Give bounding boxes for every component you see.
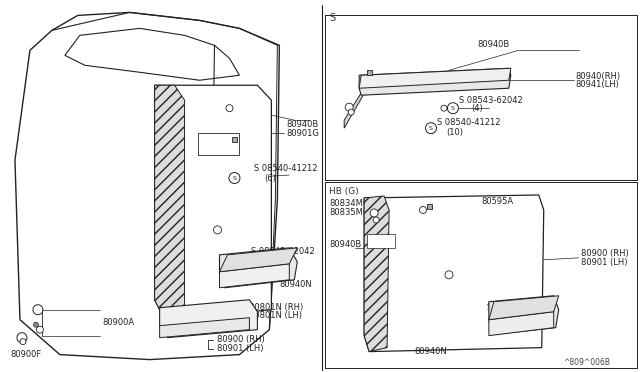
Text: 80940B: 80940B: [286, 120, 319, 129]
Circle shape: [33, 305, 43, 315]
Polygon shape: [359, 68, 511, 95]
Bar: [232, 137, 237, 142]
Text: S: S: [329, 13, 335, 23]
Text: 80940N: 80940N: [414, 347, 447, 356]
Circle shape: [426, 123, 436, 134]
Text: S: S: [429, 126, 433, 131]
Text: S: S: [451, 106, 455, 111]
Text: 80901G: 80901G: [286, 129, 319, 138]
Polygon shape: [344, 75, 419, 128]
Circle shape: [348, 109, 354, 115]
Circle shape: [229, 173, 240, 183]
Polygon shape: [155, 85, 271, 320]
Bar: [40, 180, 75, 200]
Text: S 08543-62042: S 08543-62042: [459, 96, 523, 105]
Text: S 08540-41212: S 08540-41212: [255, 164, 318, 173]
Text: 80900 (RH): 80900 (RH): [218, 335, 265, 344]
Text: 80801N (LH): 80801N (LH): [250, 311, 303, 320]
Text: 80940B: 80940B: [329, 240, 362, 249]
Text: (4): (4): [471, 104, 483, 113]
Polygon shape: [220, 248, 298, 272]
Text: (4): (4): [266, 257, 278, 266]
Text: 80834M(RH): 80834M(RH): [329, 199, 382, 208]
Text: 80941(LH): 80941(LH): [575, 80, 620, 89]
Polygon shape: [220, 264, 289, 288]
Circle shape: [36, 326, 44, 333]
Text: S: S: [232, 176, 236, 180]
Text: (4): (4): [496, 313, 508, 322]
Text: 80595A: 80595A: [481, 198, 513, 206]
Circle shape: [445, 271, 453, 279]
Bar: [367, 70, 372, 75]
Text: ^809^006B: ^809^006B: [564, 358, 611, 367]
Polygon shape: [364, 195, 544, 352]
Polygon shape: [155, 85, 184, 320]
Circle shape: [17, 333, 27, 343]
Text: 80900F: 80900F: [10, 350, 41, 359]
Text: S 08540-41212: S 08540-41212: [437, 118, 500, 126]
Polygon shape: [65, 28, 239, 80]
Polygon shape: [159, 300, 257, 338]
Circle shape: [20, 339, 26, 344]
Text: 80901 (LH): 80901 (LH): [580, 258, 627, 267]
Text: 80900 (RH): 80900 (RH): [580, 249, 628, 258]
Polygon shape: [489, 296, 559, 335]
Circle shape: [441, 105, 447, 111]
Text: 80940B: 80940B: [477, 40, 509, 49]
Circle shape: [373, 217, 379, 223]
Circle shape: [370, 209, 378, 217]
Polygon shape: [15, 12, 279, 360]
Circle shape: [226, 105, 233, 112]
Text: S 08543-62042: S 08543-62042: [252, 247, 315, 256]
Circle shape: [420, 206, 426, 214]
Text: 80940N: 80940N: [279, 280, 312, 289]
Circle shape: [33, 322, 38, 327]
Circle shape: [214, 226, 221, 234]
Text: S: S: [255, 257, 259, 262]
Bar: [80, 203, 112, 225]
Bar: [40, 145, 75, 165]
Text: S 08543-62042: S 08543-62042: [487, 303, 550, 312]
Circle shape: [498, 315, 504, 321]
Polygon shape: [489, 296, 559, 320]
Circle shape: [447, 103, 458, 114]
Circle shape: [245, 257, 252, 263]
Text: 80801N (RH): 80801N (RH): [250, 303, 303, 312]
Text: (10): (10): [446, 128, 463, 137]
Bar: [60, 242, 109, 270]
Bar: [427, 204, 432, 209]
Polygon shape: [359, 68, 511, 88]
Text: (6): (6): [264, 173, 276, 183]
Circle shape: [345, 103, 353, 111]
Text: S: S: [507, 313, 511, 318]
Text: 80940(RH): 80940(RH): [575, 72, 621, 81]
Circle shape: [503, 310, 515, 321]
Bar: [198, 133, 239, 155]
Polygon shape: [220, 248, 298, 288]
Bar: [80, 172, 109, 190]
Polygon shape: [159, 318, 250, 338]
Bar: [367, 234, 395, 248]
Text: HB (G): HB (G): [329, 187, 359, 196]
Polygon shape: [489, 312, 554, 336]
Text: 80835M(LH): 80835M(LH): [329, 208, 381, 218]
Circle shape: [252, 254, 263, 265]
Polygon shape: [364, 196, 389, 352]
Text: 80901 (LH): 80901 (LH): [218, 344, 264, 353]
Text: 80900A: 80900A: [103, 318, 135, 327]
